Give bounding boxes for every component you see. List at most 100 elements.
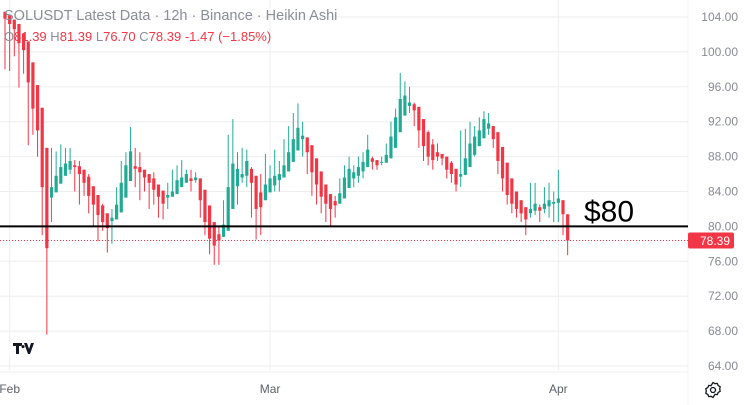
candle-body [282, 165, 286, 178]
last-price-badge [688, 232, 734, 249]
candle-down [156, 184, 161, 218]
candle-body [468, 143, 472, 168]
candle-down [147, 174, 151, 209]
y-tick-label: 96.00 [708, 80, 738, 94]
candle-body [347, 168, 351, 189]
candle-body [561, 200, 565, 215]
candle-body [96, 194, 100, 216]
candle-body [231, 163, 235, 209]
candle-body [12, 19, 16, 30]
candle-body [542, 203, 546, 209]
candle-down [445, 156, 449, 179]
y-tick-label: 64.00 [708, 359, 738, 373]
candle-body [533, 203, 537, 211]
tradingview-logo-icon[interactable] [8, 333, 38, 363]
candle-body [152, 178, 156, 190]
symbol-title[interactable]: SOLUSDT Latest Data · 12h · Binance · He… [4, 8, 338, 24]
candle-body [124, 165, 128, 198]
candle-body [194, 177, 198, 181]
candle-body [449, 162, 453, 175]
candle-body [217, 234, 221, 241]
candle-up [245, 149, 249, 188]
candle-down [319, 171, 323, 214]
candle-down [26, 41, 30, 146]
price-axis[interactable]: 64.00 68.00 72.00 76.00 80.00 84.00 88.00 92.00… [688, 10, 738, 373]
price-lines: $80 [0, 195, 688, 241]
candle-down [82, 169, 86, 196]
candle-body [268, 178, 272, 193]
candle-body [212, 222, 216, 246]
candle-body [296, 127, 300, 151]
candle-body [175, 180, 179, 195]
candle-down [324, 184, 328, 223]
y-tick-label: 72.00 [708, 289, 738, 303]
candle-down [35, 85, 40, 157]
candle-down [435, 143, 440, 161]
candle-body [226, 187, 230, 231]
candle-body [556, 198, 560, 203]
gear-icon[interactable] [704, 381, 722, 399]
candle-up [231, 119, 235, 209]
candle-down [133, 147, 137, 188]
candle-down [22, 33, 26, 74]
candle-up [342, 165, 347, 199]
y-tick-label: 76.00 [708, 254, 738, 268]
candle-body [445, 156, 449, 170]
candle-body [198, 178, 202, 201]
candle-up [528, 182, 533, 218]
candle-body [310, 145, 314, 173]
candle-body [119, 182, 123, 213]
ohlc-values: O81.39 H81.39 L76.70 C78.39 -1.47 (−1.85… [4, 29, 337, 44]
candle-body [389, 136, 393, 159]
candle-body [180, 177, 184, 188]
candle-body [328, 194, 333, 209]
candle-down [310, 145, 314, 196]
candle-body [203, 189, 207, 223]
candle-body [184, 174, 188, 183]
candle-down [500, 147, 505, 192]
candle-body [291, 139, 295, 162]
candle-down [375, 160, 379, 170]
y-tick-label: 104.00 [701, 10, 738, 24]
candle-body [491, 126, 495, 140]
candle-up [338, 178, 342, 204]
candle-down [203, 189, 207, 236]
candle-body [482, 119, 486, 139]
level-line-label: $80 [584, 195, 634, 228]
candle-body [473, 136, 477, 155]
candle-up [170, 169, 174, 197]
candle-body [245, 160, 249, 176]
candle-body [510, 178, 514, 204]
change-value: -1.47 (−1.85%) [184, 29, 272, 44]
candle-down [440, 153, 444, 166]
candle-down [142, 169, 147, 192]
candle-body [305, 137, 309, 153]
candle-body [170, 191, 174, 197]
candle-body [259, 192, 263, 208]
candle-body [552, 201, 556, 204]
candle-body [254, 175, 258, 209]
candle-body [40, 107, 44, 188]
candle-down [370, 156, 374, 170]
candle-up [547, 182, 551, 218]
candle-body [375, 160, 379, 166]
candle-down [412, 102, 416, 127]
candle-up [477, 117, 481, 147]
time-axis[interactable]: Feb Mar Apr [0, 382, 568, 396]
candle-body [500, 147, 505, 179]
candle-body [240, 174, 244, 178]
candle-down [161, 190, 165, 220]
candle-down [491, 126, 495, 148]
candle-body [59, 167, 63, 184]
candle-down [217, 226, 221, 265]
candle-down [505, 162, 509, 205]
candle-body [221, 224, 226, 237]
y-tick-label: 68.00 [708, 324, 738, 338]
candle-down [496, 132, 500, 175]
candle-body [380, 161, 384, 163]
candle-body [166, 194, 170, 198]
candle-body [352, 172, 356, 179]
candle-body [68, 160, 72, 170]
candle-up [277, 160, 281, 192]
